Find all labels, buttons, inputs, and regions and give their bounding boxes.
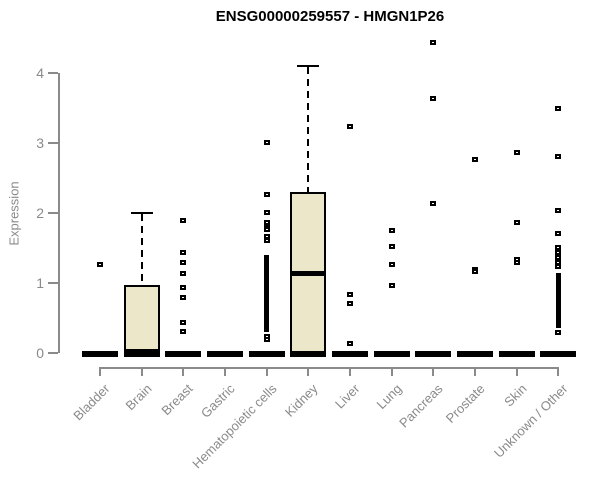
outlier-point [180, 260, 187, 266]
zero-value-bar [373, 351, 410, 357]
y-axis-tick-label: 0 [36, 345, 44, 361]
y-axis-tick [48, 282, 58, 284]
zero-value-bar [415, 351, 452, 357]
outlier-point [555, 254, 562, 260]
outlier-point [263, 139, 270, 145]
outlier-point [263, 227, 270, 233]
whisker-cap [130, 211, 153, 214]
outlier-point [346, 124, 353, 130]
outlier-point [513, 220, 520, 226]
upper-whisker [140, 213, 143, 286]
upper-whisker [307, 67, 310, 192]
zero-value-bar [248, 351, 285, 357]
y-axis-tick [48, 212, 58, 214]
outlier-point [180, 328, 187, 334]
outlier-point [430, 39, 437, 45]
zero-value-bar [206, 351, 243, 357]
x-axis-tick [557, 369, 560, 376]
outlier-point [180, 294, 187, 300]
zero-value-bar [290, 351, 327, 357]
zero-value-bar [456, 351, 493, 357]
x-axis-tick [99, 369, 101, 376]
outlier-dense-stack [555, 273, 561, 328]
outlier-point [263, 220, 270, 226]
x-axis-tick [473, 369, 476, 376]
y-axis-tick [48, 352, 58, 354]
zero-value-bar [82, 351, 118, 357]
box [123, 285, 160, 353]
outlier-point [555, 264, 562, 270]
x-axis-tick [182, 369, 185, 376]
y-axis-tick [48, 72, 58, 74]
outlier-point [555, 230, 562, 236]
outlier-point [388, 282, 395, 288]
chart-title: ENSG00000259557 - HMGN1P26 [215, 8, 445, 25]
zero-value-bar [123, 351, 160, 357]
outlier-point [555, 153, 562, 159]
outlier-point [555, 244, 562, 250]
x-axis-tick [348, 369, 351, 376]
x-axis-tick [140, 369, 143, 376]
x-axis-tick [223, 369, 226, 376]
outlier-point [180, 319, 187, 325]
outlier-point [513, 149, 520, 155]
whisker-cap [297, 65, 320, 68]
x-axis-tick [307, 369, 310, 376]
outlier-point [97, 262, 103, 268]
outlier-point [263, 192, 270, 198]
outlier-point [263, 209, 270, 215]
outlier-dense-stack [264, 255, 270, 332]
x-axis-tick [265, 369, 268, 376]
outlier-point [430, 96, 437, 102]
median-line [290, 270, 327, 276]
outlier-point [180, 285, 187, 291]
outlier-point [430, 201, 437, 207]
outlier-point [513, 260, 520, 266]
zero-value-bar [331, 351, 368, 357]
y-axis-tick-label: 4 [36, 65, 44, 81]
outlier-point [346, 300, 353, 306]
outlier-point [180, 249, 187, 255]
outlier-point [555, 208, 562, 214]
y-axis-tick-label: 1 [36, 275, 44, 291]
outlier-point [555, 329, 562, 335]
outlier-point [388, 244, 395, 250]
outlier-point [346, 292, 353, 298]
y-axis-line [58, 73, 60, 353]
x-axis-tick [432, 369, 435, 376]
zero-value-bar [165, 351, 202, 357]
x-axis-tick [515, 369, 518, 376]
x-axis-tick [390, 369, 393, 376]
y-axis-tick-label: 3 [36, 135, 44, 151]
outlier-point [471, 268, 478, 274]
outlier-point [346, 340, 353, 346]
outlier-point [555, 260, 562, 266]
outlier-point [263, 237, 270, 243]
outlier-point [388, 228, 395, 233]
zero-value-bar [540, 351, 577, 357]
y-axis-tick [48, 142, 58, 144]
y-axis-tick-label: 2 [36, 205, 44, 221]
outlier-point [471, 157, 478, 163]
zero-value-bar [498, 351, 535, 357]
outlier-point [388, 262, 395, 268]
outlier-point [555, 106, 562, 112]
outlier-point [180, 218, 187, 224]
x-axis-line [99, 367, 560, 369]
outlier-point [180, 270, 187, 276]
outlier-point [263, 337, 270, 343]
